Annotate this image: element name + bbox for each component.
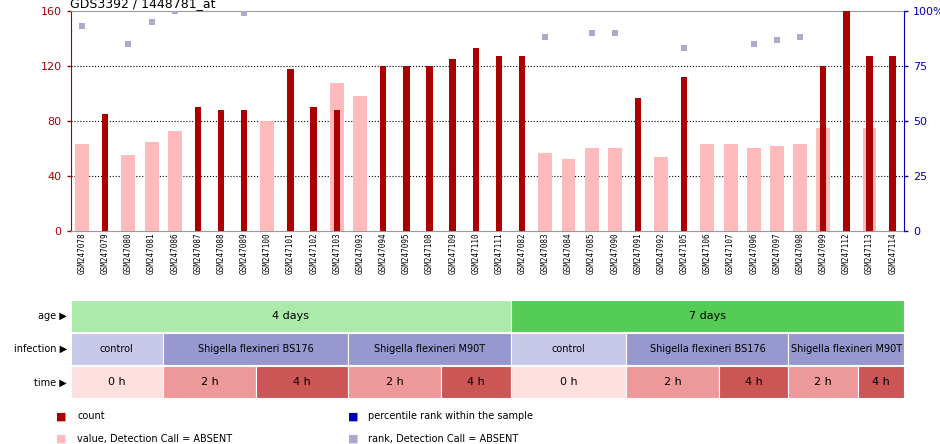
Bar: [449, 59, 456, 231]
Bar: [70, 366, 164, 398]
Text: age ▶: age ▶: [38, 311, 67, 321]
Bar: [681, 77, 687, 231]
Bar: [330, 83, 344, 231]
Text: ■: ■: [56, 412, 67, 421]
Text: 2 h: 2 h: [814, 377, 832, 387]
Bar: [241, 110, 247, 231]
Bar: [441, 366, 510, 398]
Text: 2 h: 2 h: [200, 377, 218, 387]
Bar: [519, 56, 525, 231]
Text: ■: ■: [56, 434, 67, 444]
Bar: [539, 153, 552, 231]
Bar: [167, 131, 181, 231]
Text: Shigella flexineri BS176: Shigella flexineri BS176: [198, 344, 314, 354]
Text: percentile rank within the sample: percentile rank within the sample: [368, 412, 534, 421]
Text: count: count: [77, 412, 104, 421]
Text: control: control: [100, 344, 133, 354]
Text: 7 days: 7 days: [689, 311, 726, 321]
Bar: [426, 66, 432, 231]
Bar: [843, 11, 850, 231]
Bar: [626, 366, 719, 398]
Bar: [820, 66, 826, 231]
Bar: [789, 333, 904, 365]
Bar: [889, 56, 896, 231]
Bar: [510, 333, 626, 365]
Bar: [700, 144, 714, 231]
Bar: [608, 148, 621, 231]
Text: 4 h: 4 h: [293, 377, 311, 387]
Text: 2 h: 2 h: [386, 377, 403, 387]
Bar: [334, 110, 340, 231]
Text: ■: ■: [348, 434, 358, 444]
Bar: [288, 69, 294, 231]
Text: infection ▶: infection ▶: [13, 344, 67, 354]
Bar: [863, 128, 876, 231]
Bar: [164, 333, 349, 365]
Bar: [858, 366, 904, 398]
Bar: [495, 56, 502, 231]
Bar: [353, 96, 367, 231]
Bar: [70, 333, 164, 365]
Text: 0 h: 0 h: [559, 377, 577, 387]
Text: control: control: [552, 344, 586, 354]
Bar: [770, 146, 784, 231]
Bar: [145, 142, 159, 231]
Text: 4 h: 4 h: [872, 377, 890, 387]
Bar: [349, 333, 510, 365]
Bar: [816, 128, 830, 231]
Bar: [218, 110, 225, 231]
Bar: [473, 48, 479, 231]
Bar: [349, 366, 441, 398]
Bar: [510, 300, 904, 332]
Text: ■: ■: [348, 412, 358, 421]
Text: Shigella flexineri BS176: Shigella flexineri BS176: [650, 344, 765, 354]
Text: 4 h: 4 h: [744, 377, 762, 387]
Text: 4 h: 4 h: [467, 377, 485, 387]
Text: 2 h: 2 h: [664, 377, 682, 387]
Bar: [867, 56, 872, 231]
Text: GDS3392 / 1448781_at: GDS3392 / 1448781_at: [70, 0, 216, 10]
Bar: [746, 148, 760, 231]
Bar: [793, 144, 807, 231]
Text: time ▶: time ▶: [34, 377, 67, 387]
Bar: [654, 157, 668, 231]
Bar: [634, 98, 641, 231]
Bar: [121, 155, 135, 231]
Text: Shigella flexineri M90T: Shigella flexineri M90T: [374, 344, 485, 354]
Bar: [310, 107, 317, 231]
Text: Shigella flexineri M90T: Shigella flexineri M90T: [791, 344, 902, 354]
Bar: [510, 366, 626, 398]
Bar: [195, 107, 201, 231]
Bar: [585, 148, 599, 231]
Text: value, Detection Call = ABSENT: value, Detection Call = ABSENT: [77, 434, 232, 444]
Bar: [102, 114, 108, 231]
Bar: [561, 159, 575, 231]
Bar: [380, 66, 386, 231]
Bar: [626, 333, 789, 365]
Bar: [724, 144, 738, 231]
Bar: [164, 366, 256, 398]
Bar: [403, 66, 410, 231]
Text: 4 days: 4 days: [272, 311, 309, 321]
Bar: [260, 121, 274, 231]
Bar: [256, 366, 349, 398]
Bar: [70, 300, 510, 332]
Bar: [75, 144, 89, 231]
Text: 0 h: 0 h: [108, 377, 126, 387]
Bar: [719, 366, 789, 398]
Text: rank, Detection Call = ABSENT: rank, Detection Call = ABSENT: [368, 434, 519, 444]
Bar: [789, 366, 858, 398]
